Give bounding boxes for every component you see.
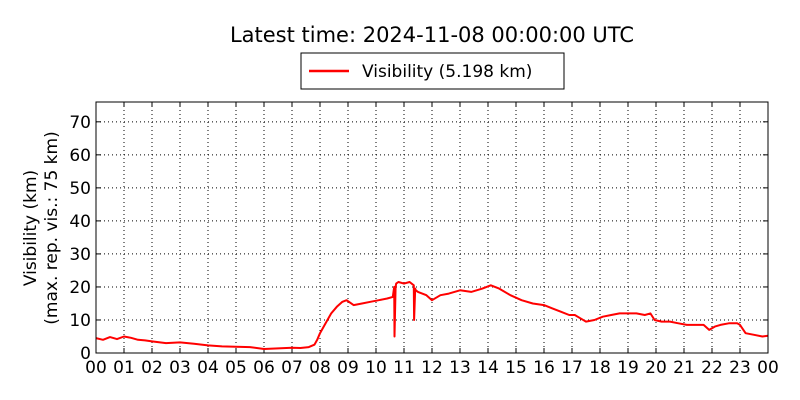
y-axis-label-line1: Visibility (km) [21, 170, 41, 286]
x-tick-label: 22 [701, 358, 723, 378]
axis-ticks: 00 01 02 03 04 05 06 07 08 09 10 11 12 13 14 15 16 17 18 19… [69, 102, 779, 378]
y-tick-label: 40 [69, 212, 91, 232]
x-tick-label: 04 [197, 358, 219, 378]
y-tick-label: 60 [69, 146, 91, 166]
x-tick-label: 01 [113, 358, 135, 378]
x-tick-label: 14 [477, 358, 499, 378]
x-tick-label: 13 [449, 358, 471, 378]
chart-title: Latest time: 2024-11-08 00:00:00 UTC [230, 23, 634, 47]
x-tick-label: 05 [225, 358, 247, 378]
x-tick-label: 19 [617, 358, 639, 378]
x-tick-label: 21 [673, 358, 695, 378]
x-tick-label: 00 [85, 358, 107, 378]
x-tick-label: 00 [757, 358, 779, 378]
x-tick-label: 18 [589, 358, 611, 378]
x-tick-label: 16 [533, 358, 555, 378]
y-axis-label: Visibility (km) (max. rep. vis.: 75 km) [21, 131, 62, 324]
y-axis-label-line2: (max. rep. vis.: 75 km) [42, 131, 62, 324]
legend-label: Visibility (5.198 km) [362, 62, 532, 82]
plot-frame [95, 101, 769, 354]
grid [96, 102, 768, 353]
x-tick-label: 20 [645, 358, 667, 378]
y-tick-label: 20 [69, 278, 91, 298]
x-tick-label: 10 [365, 358, 387, 378]
x-tick-label: 08 [309, 358, 331, 378]
series-layer [95, 281, 769, 350]
legend: Visibility (5.198 km) [300, 52, 565, 90]
y-tick-label: 30 [69, 245, 91, 265]
y-tick-label: 0 [80, 344, 91, 364]
y-tick-label: 50 [69, 179, 91, 199]
x-tick-label: 15 [505, 358, 527, 378]
y-tick-label: 10 [69, 311, 91, 331]
x-tick-label: 11 [393, 358, 415, 378]
x-tick-label: 23 [729, 358, 751, 378]
series-line-visibility [95, 281, 769, 350]
x-tick-label: 02 [141, 358, 163, 378]
x-tick-label: 06 [253, 358, 275, 378]
x-tick-label: 07 [281, 358, 303, 378]
y-tick-label: 70 [69, 113, 91, 133]
x-tick-label: 03 [169, 358, 191, 378]
x-tick-label: 09 [337, 358, 359, 378]
x-tick-label: 17 [561, 358, 583, 378]
x-tick-label: 12 [421, 358, 443, 378]
